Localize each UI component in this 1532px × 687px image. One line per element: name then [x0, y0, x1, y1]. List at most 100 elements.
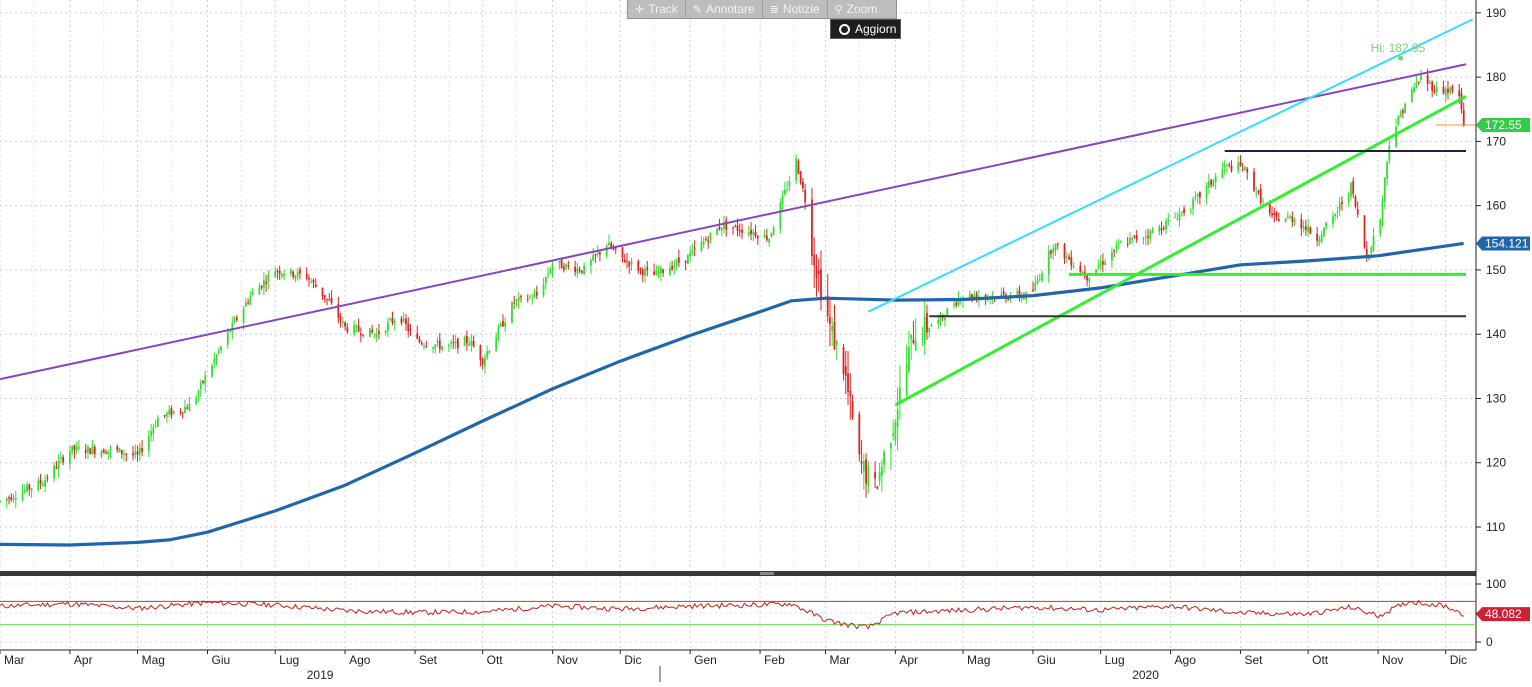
candle-body	[371, 329, 374, 333]
candle	[1300, 213, 1303, 237]
candle-body	[1095, 269, 1098, 276]
candle-body	[1086, 274, 1088, 281]
candle	[657, 265, 660, 278]
rsi-panel-bg	[0, 576, 1476, 652]
candle	[102, 448, 105, 454]
candle	[1431, 80, 1434, 98]
candle-body	[497, 326, 500, 339]
candle	[898, 365, 901, 420]
candle	[211, 362, 213, 378]
x-month-label: Apr	[74, 653, 93, 667]
candle	[308, 274, 310, 287]
candle	[533, 288, 536, 299]
candle	[756, 235, 759, 245]
candle-body	[858, 414, 861, 455]
candle	[1352, 177, 1355, 199]
x-month-label: Ott	[1312, 653, 1329, 667]
candle	[1451, 84, 1454, 94]
candle	[926, 304, 928, 340]
candle-body	[705, 239, 707, 241]
candle-body	[626, 260, 628, 262]
candle	[529, 294, 531, 299]
candle	[614, 247, 617, 254]
candle	[37, 476, 40, 492]
candle-body	[544, 276, 547, 284]
candle-body	[1350, 182, 1352, 197]
candle	[795, 154, 798, 185]
news-button[interactable]: ≣ Notizie	[763, 0, 828, 18]
annotate-button[interactable]: ✎ Annotare	[686, 0, 763, 18]
candle-body	[1131, 237, 1134, 240]
candle-body	[747, 231, 750, 235]
candle	[1131, 236, 1134, 244]
zoom-button[interactable]: ⚲ Zoom	[828, 0, 885, 18]
candle	[914, 318, 917, 351]
candle	[105, 449, 107, 455]
candle-body	[1000, 293, 1003, 297]
radio-icon	[839, 23, 850, 35]
track-button[interactable]: ✛ Track	[628, 0, 686, 18]
candle	[87, 444, 89, 459]
candle-body	[1183, 208, 1185, 214]
candle-body	[723, 222, 725, 229]
candle-body	[1180, 211, 1183, 214]
candle-body	[89, 448, 92, 455]
candle	[738, 223, 741, 237]
news-label: Notizie	[782, 2, 820, 16]
candle	[1142, 236, 1145, 245]
candle-body	[596, 252, 599, 255]
pencil-icon: ✎	[692, 3, 702, 16]
x-month-label: Ago	[349, 653, 371, 667]
candle-body	[107, 450, 110, 454]
candle	[10, 493, 13, 502]
candle	[499, 321, 502, 328]
candle	[299, 266, 301, 280]
candle-body	[346, 327, 349, 332]
candle-body	[362, 334, 365, 336]
track-label: Track	[648, 2, 678, 16]
candle	[811, 187, 813, 266]
candle-body	[1144, 236, 1147, 238]
candle-body	[630, 261, 633, 265]
candle	[484, 353, 486, 374]
candle	[41, 480, 44, 487]
candle-body	[41, 484, 44, 486]
candle-body	[186, 407, 189, 410]
candle-body	[359, 333, 362, 336]
candle	[865, 453, 867, 498]
candle-body	[693, 247, 696, 249]
candle	[456, 337, 459, 354]
candle-body	[278, 271, 281, 275]
candle-body	[37, 480, 40, 490]
candle-body	[181, 412, 184, 414]
candle-body	[668, 268, 671, 276]
candle-body	[23, 489, 26, 493]
candle	[296, 267, 299, 281]
candle-body	[1291, 216, 1294, 222]
update-button[interactable]: Aggiorn	[830, 19, 901, 39]
candle	[515, 298, 518, 308]
candle-body	[542, 284, 545, 296]
x-month-label: Dic	[624, 653, 641, 667]
candle-body	[57, 460, 60, 470]
candle	[1034, 275, 1037, 293]
candle	[1435, 81, 1438, 96]
y-tick-label: 190	[1486, 6, 1506, 20]
candle-body	[1336, 211, 1339, 213]
candle-body	[242, 308, 245, 323]
candle	[481, 357, 484, 370]
candle-body	[1239, 161, 1242, 166]
candle	[184, 399, 186, 414]
candle-body	[1070, 256, 1073, 266]
candle-body	[1417, 81, 1420, 83]
candle	[247, 298, 249, 306]
candle-body	[1338, 203, 1341, 210]
candle-body	[1300, 218, 1303, 229]
candle-body	[594, 254, 597, 256]
candle-body	[637, 261, 640, 271]
candle	[896, 387, 899, 451]
candle	[416, 325, 419, 340]
candle-body	[1419, 75, 1422, 81]
